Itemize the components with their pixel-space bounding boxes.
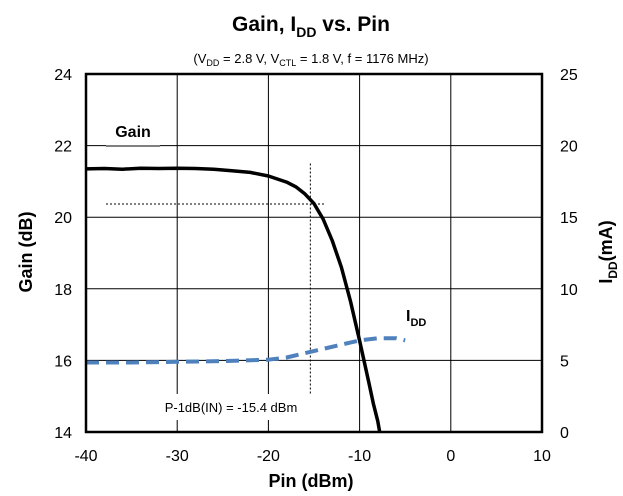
y-right-tick-label: 25 bbox=[560, 67, 578, 84]
plot-frame bbox=[84, 72, 544, 434]
y-right-tick-label: 20 bbox=[560, 139, 578, 156]
y-axis-right-label: IDD(mA) bbox=[596, 220, 620, 283]
chart-title-subscript: DD bbox=[296, 24, 316, 40]
y-left-tick-label: 20 bbox=[54, 210, 72, 227]
y-right-tick-label: 0 bbox=[560, 425, 569, 442]
y-left-tick-label: 24 bbox=[54, 67, 72, 84]
y-left-tick-label: 16 bbox=[54, 353, 72, 370]
x-tick-label: -30 bbox=[166, 448, 189, 465]
x-axis-label: Pin (dBm) bbox=[269, 471, 354, 491]
idd-series-label: IDD bbox=[406, 308, 426, 329]
y-right-tick-label: 5 bbox=[560, 353, 569, 370]
p1db-guide-lines bbox=[106, 163, 326, 404]
x-tick-label: -10 bbox=[348, 448, 371, 465]
p1db-annotation: P-1dB(IN) = -15.4 dBm bbox=[165, 400, 298, 415]
gain-series-label: Gain bbox=[115, 124, 151, 141]
chart-subtitle: (VDD = 2.8 V, VCTL = 1.8 V, f = 1176 MHz… bbox=[193, 51, 428, 68]
y-right-tick-label: 10 bbox=[560, 282, 578, 299]
chart-title: Gain, IDD vs. Pin bbox=[232, 13, 390, 40]
y-axis-left-label: Gain (dB) bbox=[16, 212, 36, 293]
y-left-tick-label: 22 bbox=[54, 139, 72, 156]
y-right-tick-label: 15 bbox=[560, 210, 578, 227]
gain-series-line bbox=[85, 166, 382, 433]
x-tick-label: -20 bbox=[257, 448, 280, 465]
annotation-box bbox=[131, 394, 331, 420]
grid-lines bbox=[86, 74, 542, 432]
x-tick-label: -40 bbox=[74, 448, 97, 465]
tick-labels: -40 -30 -20 -10 0 10 14 16 18 20 22 24 0 5 10 15 20 25 bbox=[54, 67, 578, 465]
x-tick-label: 0 bbox=[446, 448, 455, 465]
y-left-tick-label: 18 bbox=[54, 282, 72, 299]
idd-series-line bbox=[86, 336, 406, 365]
y-left-tick-label: 14 bbox=[54, 425, 72, 442]
x-tick-label: 10 bbox=[533, 448, 551, 465]
gain-label-box bbox=[106, 118, 160, 146]
series-layer bbox=[85, 166, 406, 433]
